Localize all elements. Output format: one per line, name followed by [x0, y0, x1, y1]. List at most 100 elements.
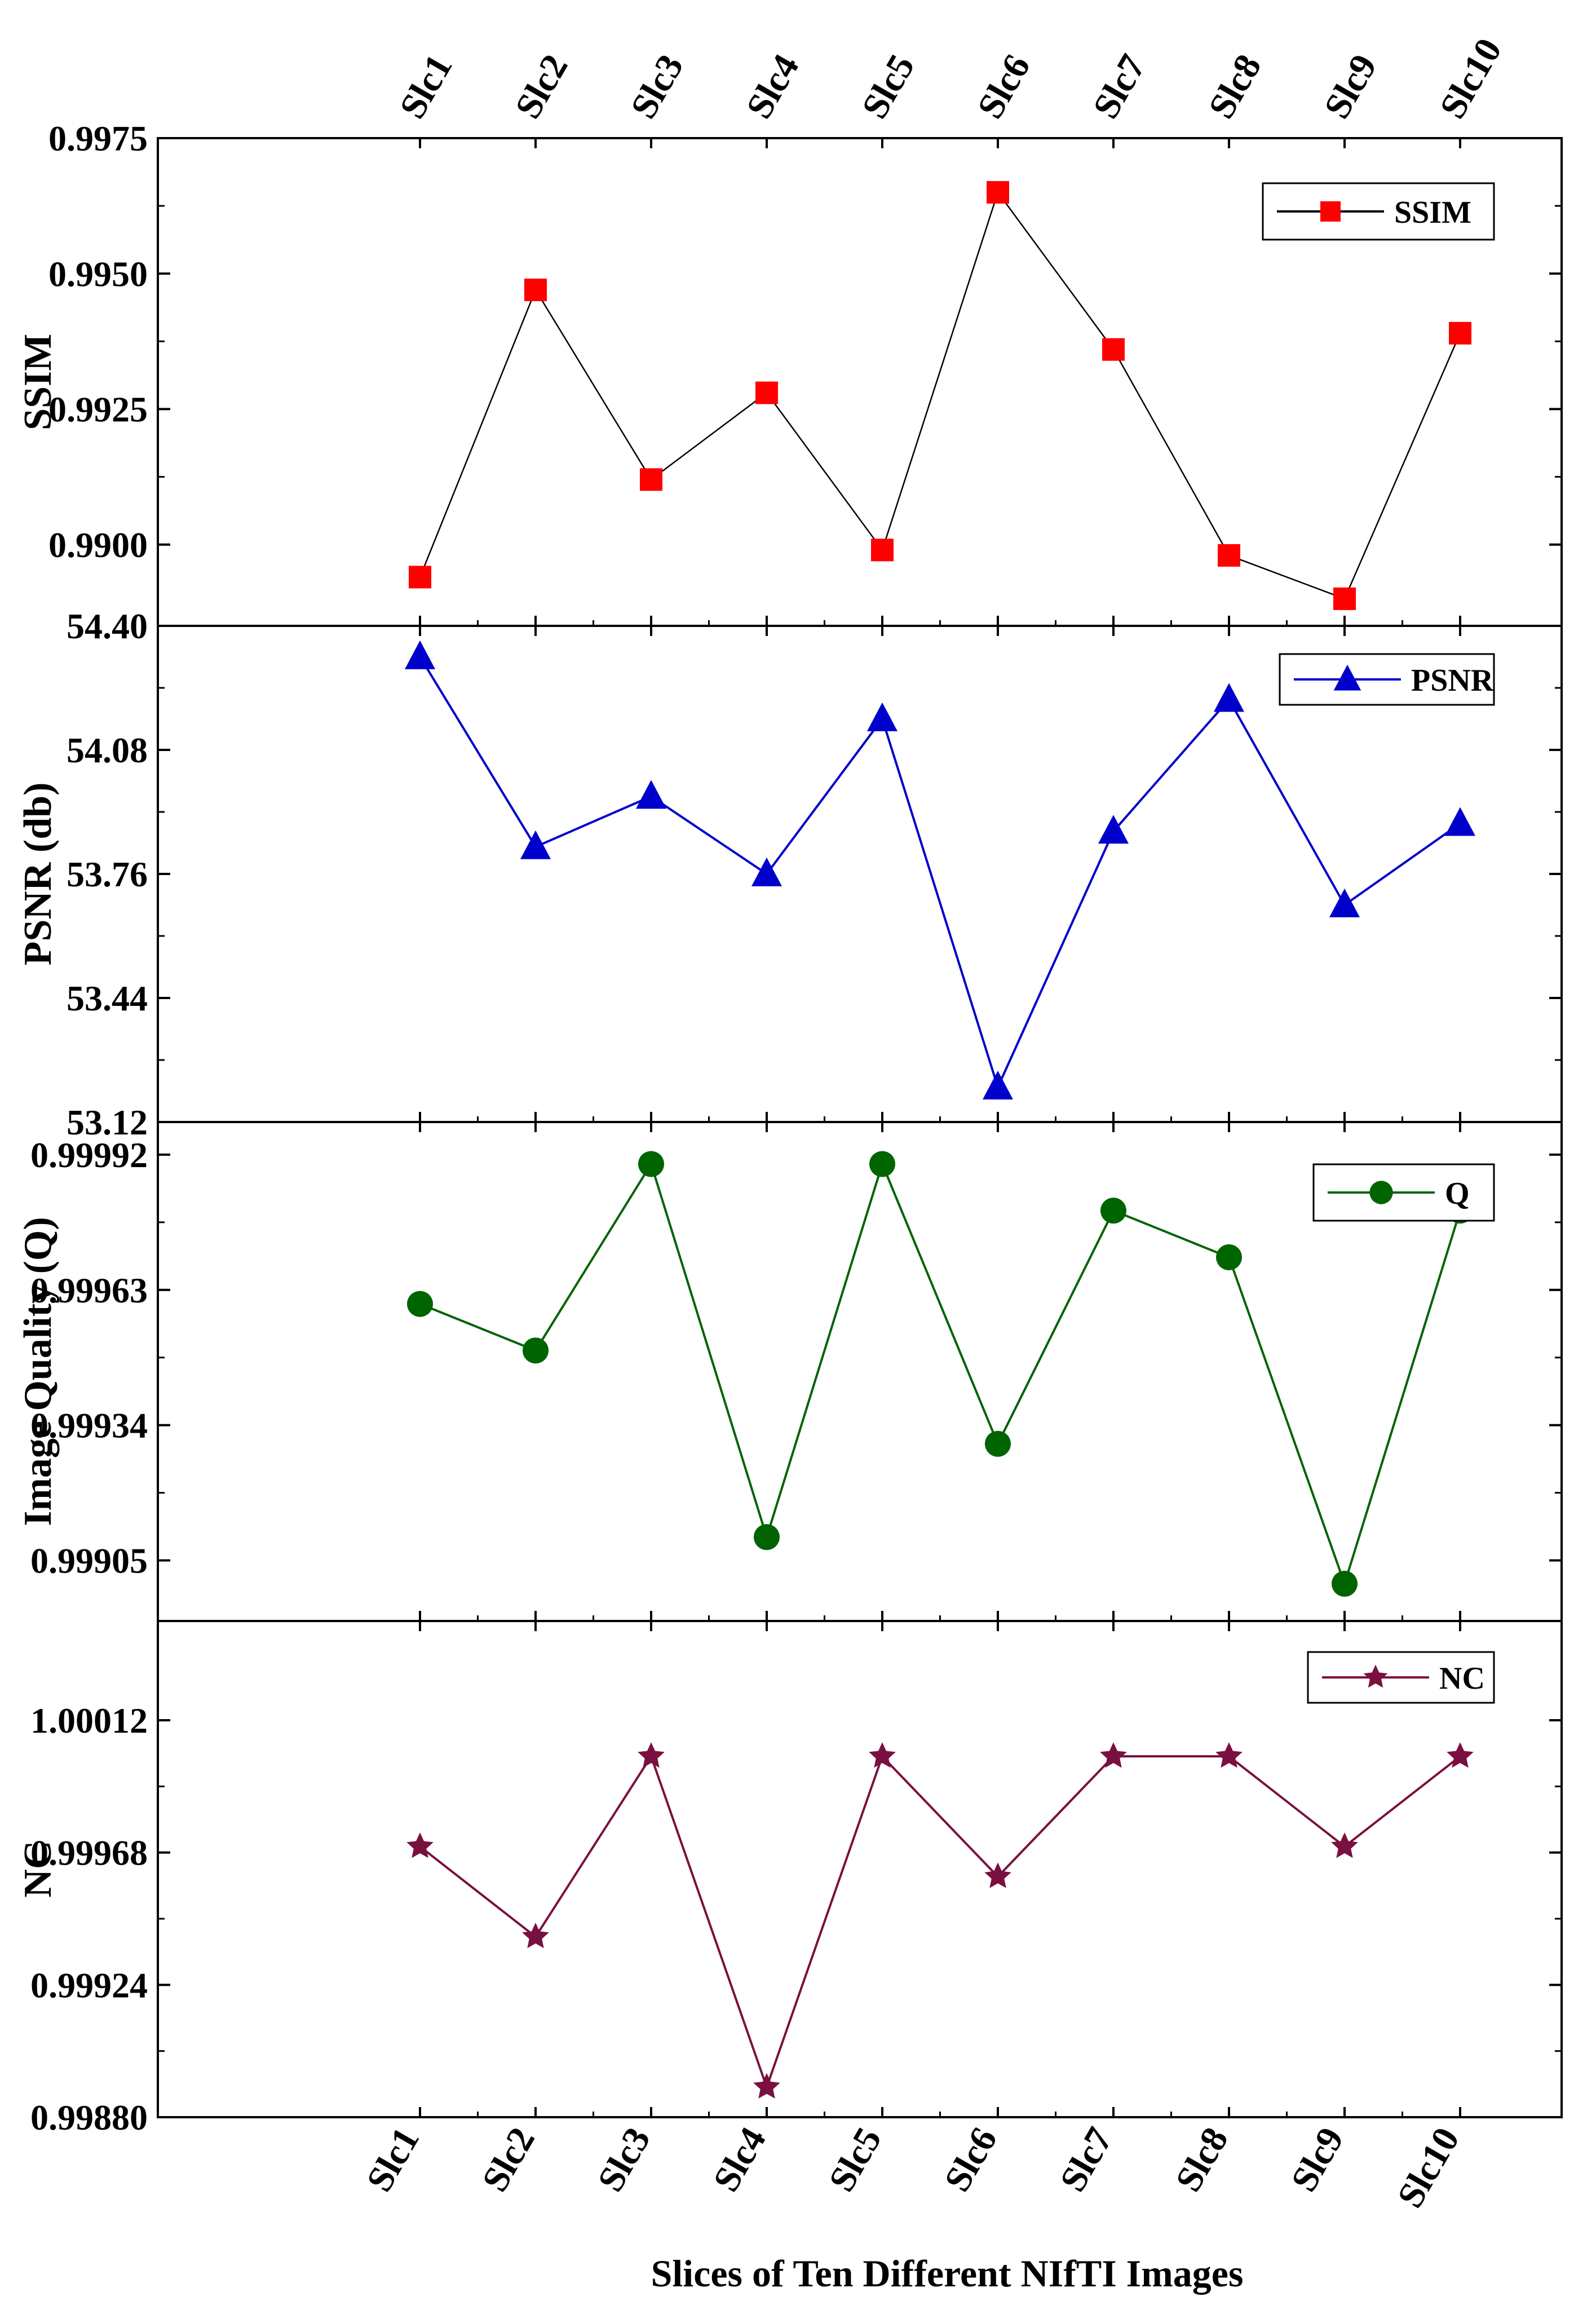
- data-point-psnr: [1329, 888, 1360, 917]
- y-tick-label: 0.99992: [30, 1135, 148, 1175]
- data-point-nc: [1215, 1742, 1243, 1768]
- legend-label: PSNR: [1411, 663, 1494, 698]
- bottom-category-axis: Slc1 Slc2 Slc3 Slc4 Slc5 Slc6 Slc7 Slc8 Slc9 Slc1…: [359, 2121, 1467, 2215]
- y-tick-label: 0.9975: [48, 118, 148, 158]
- y-tick-label: 0.99905: [30, 1540, 148, 1580]
- data-point-nc: [522, 1923, 549, 1949]
- data-point-ssim: [640, 468, 662, 491]
- data-point-q: [523, 1337, 549, 1364]
- data-point-ssim: [1218, 544, 1240, 567]
- data-point-nc: [1447, 1742, 1474, 1768]
- top-tick-label: Slc10: [1432, 32, 1510, 126]
- legend-label: Q: [1445, 1176, 1470, 1211]
- legend-nc: NC: [1307, 1651, 1495, 1704]
- data-point-nc: [638, 1742, 665, 1768]
- legend-label: SSIM: [1394, 195, 1471, 230]
- top-tick-label: Slc1: [392, 47, 461, 125]
- y-tick-label: 0.9900: [48, 525, 148, 565]
- y-tick-label: 53.76: [67, 854, 148, 894]
- data-point-nc: [984, 1862, 1011, 1888]
- y-tick-label: 54.08: [67, 730, 148, 770]
- y-axis-label: NC: [16, 1840, 60, 1897]
- data-point-ssim: [987, 181, 1009, 204]
- top-tick-label: Slc2: [507, 47, 576, 125]
- data-point-psnr: [867, 702, 898, 731]
- data-point-nc: [869, 1742, 896, 1768]
- y-tick-label: 53.44: [67, 978, 148, 1018]
- top-category-axis: Slc1 Slc2 Slc3 Slc4 Slc5 Slc6 Slc7 Slc8 Slc9 Slc1…: [392, 32, 1510, 126]
- legend-marker: [1333, 664, 1361, 691]
- legend-marker: [1320, 201, 1341, 222]
- bottom-tick-label: Slc5: [821, 2121, 890, 2198]
- bottom-tick-label: Slc1: [359, 2121, 427, 2198]
- data-point-psnr: [751, 857, 782, 886]
- y-tick-label: 0.9950: [48, 254, 148, 294]
- bottom-tick-label: Slc4: [705, 2121, 774, 2198]
- bottom-tick-label: Slc10: [1390, 2121, 1467, 2215]
- data-point-psnr: [1214, 683, 1244, 712]
- bottom-tick-label: Slc9: [1283, 2121, 1352, 2198]
- top-tick-label: Slc3: [623, 47, 692, 125]
- data-point-psnr: [1445, 807, 1475, 836]
- data-point-nc: [1331, 1832, 1358, 1858]
- data-point-ssim: [1102, 338, 1125, 361]
- data-point-ssim: [524, 279, 547, 302]
- y-axis-label: Image Quality (Q): [16, 1217, 60, 1526]
- y-tick-label: 0.9925: [48, 390, 148, 430]
- y-tick-label: 0.99963: [30, 1270, 148, 1310]
- chart-panels: 0.99000.99250.99500.9975SSIMSSIM53.1253.…: [16, 118, 1563, 2137]
- data-point-q: [869, 1151, 895, 1177]
- bottom-tick-label: Slc6: [936, 2121, 1005, 2198]
- data-point-psnr: [405, 640, 435, 669]
- top-tick-label: Slc7: [1085, 47, 1154, 125]
- y-axis-label: PSNR (db): [16, 783, 60, 966]
- y-tick-label: 53.12: [67, 1102, 148, 1142]
- top-tick-label: Slc9: [1316, 47, 1385, 125]
- data-point-ssim: [409, 566, 431, 589]
- y-tick-label: 0.99968: [30, 1833, 148, 1873]
- legend-label: NC: [1439, 1661, 1485, 1696]
- data-point-nc: [406, 1832, 434, 1858]
- data-point-psnr: [983, 1070, 1013, 1099]
- data-point-q: [754, 1524, 780, 1551]
- series-line-psnr: [419, 656, 1461, 1090]
- top-tick-label: Slc5: [854, 47, 923, 125]
- bottom-tick-label: Slc2: [474, 2121, 543, 2198]
- top-tick-label: Slc4: [739, 47, 807, 125]
- legend-marker: [1363, 1664, 1388, 1688]
- panel-q: 0.99905 0.99934 0.99963 0.99992 Image Qualit…: [16, 1121, 1563, 1622]
- y-tick-label: 54.40: [67, 606, 148, 646]
- data-point-nc: [1100, 1742, 1127, 1768]
- panel-nc: 0.99880 0.99924 0.99968 1.00012 NC NC: [16, 1620, 1563, 2137]
- data-point-ssim: [755, 381, 778, 404]
- y-tick-label: 0.99880: [30, 2097, 148, 2137]
- data-point-ssim: [1449, 322, 1471, 345]
- data-point-nc: [753, 2073, 780, 2099]
- data-point-q: [1100, 1198, 1126, 1224]
- y-tick-label: 0.99924: [30, 1965, 148, 2005]
- panel-ssim: 0.9900 0.9925 0.9950 0.9975 SSIM SSIM: [16, 118, 1563, 627]
- top-tick-label: Slc6: [970, 47, 1038, 125]
- data-point-psnr: [1098, 815, 1129, 844]
- data-point-q: [1332, 1570, 1358, 1597]
- data-point-psnr: [520, 830, 551, 859]
- panel-psnr: 53.12 53.44 53.76 54.08 54.40 PSNR (db) PSNR: [16, 606, 1563, 1142]
- series-line-q: [419, 1160, 1461, 1588]
- y-tick-label: 1.00012: [30, 1701, 148, 1741]
- legend-ssim: SSIM: [1262, 182, 1495, 241]
- panel-frame: [157, 1620, 1563, 2118]
- data-point-q: [1216, 1244, 1242, 1270]
- legend-marker: [1369, 1181, 1393, 1204]
- data-point-q: [407, 1291, 433, 1317]
- data-point-q: [638, 1151, 664, 1177]
- data-point-psnr: [636, 780, 666, 809]
- top-tick-label: Slc8: [1201, 47, 1270, 125]
- bottom-tick-label: Slc3: [590, 2121, 658, 2198]
- data-point-ssim: [1333, 587, 1356, 610]
- y-axis-label: SSIM: [16, 334, 60, 430]
- x-axis-label: Slices of Ten Different NIfTI Images: [651, 2252, 1244, 2295]
- y-tick-label: 0.99934: [30, 1406, 148, 1446]
- series-line-ssim: [419, 191, 1461, 600]
- series-line-nc: [419, 1754, 1461, 2091]
- bottom-tick-label: Slc8: [1168, 2121, 1236, 2198]
